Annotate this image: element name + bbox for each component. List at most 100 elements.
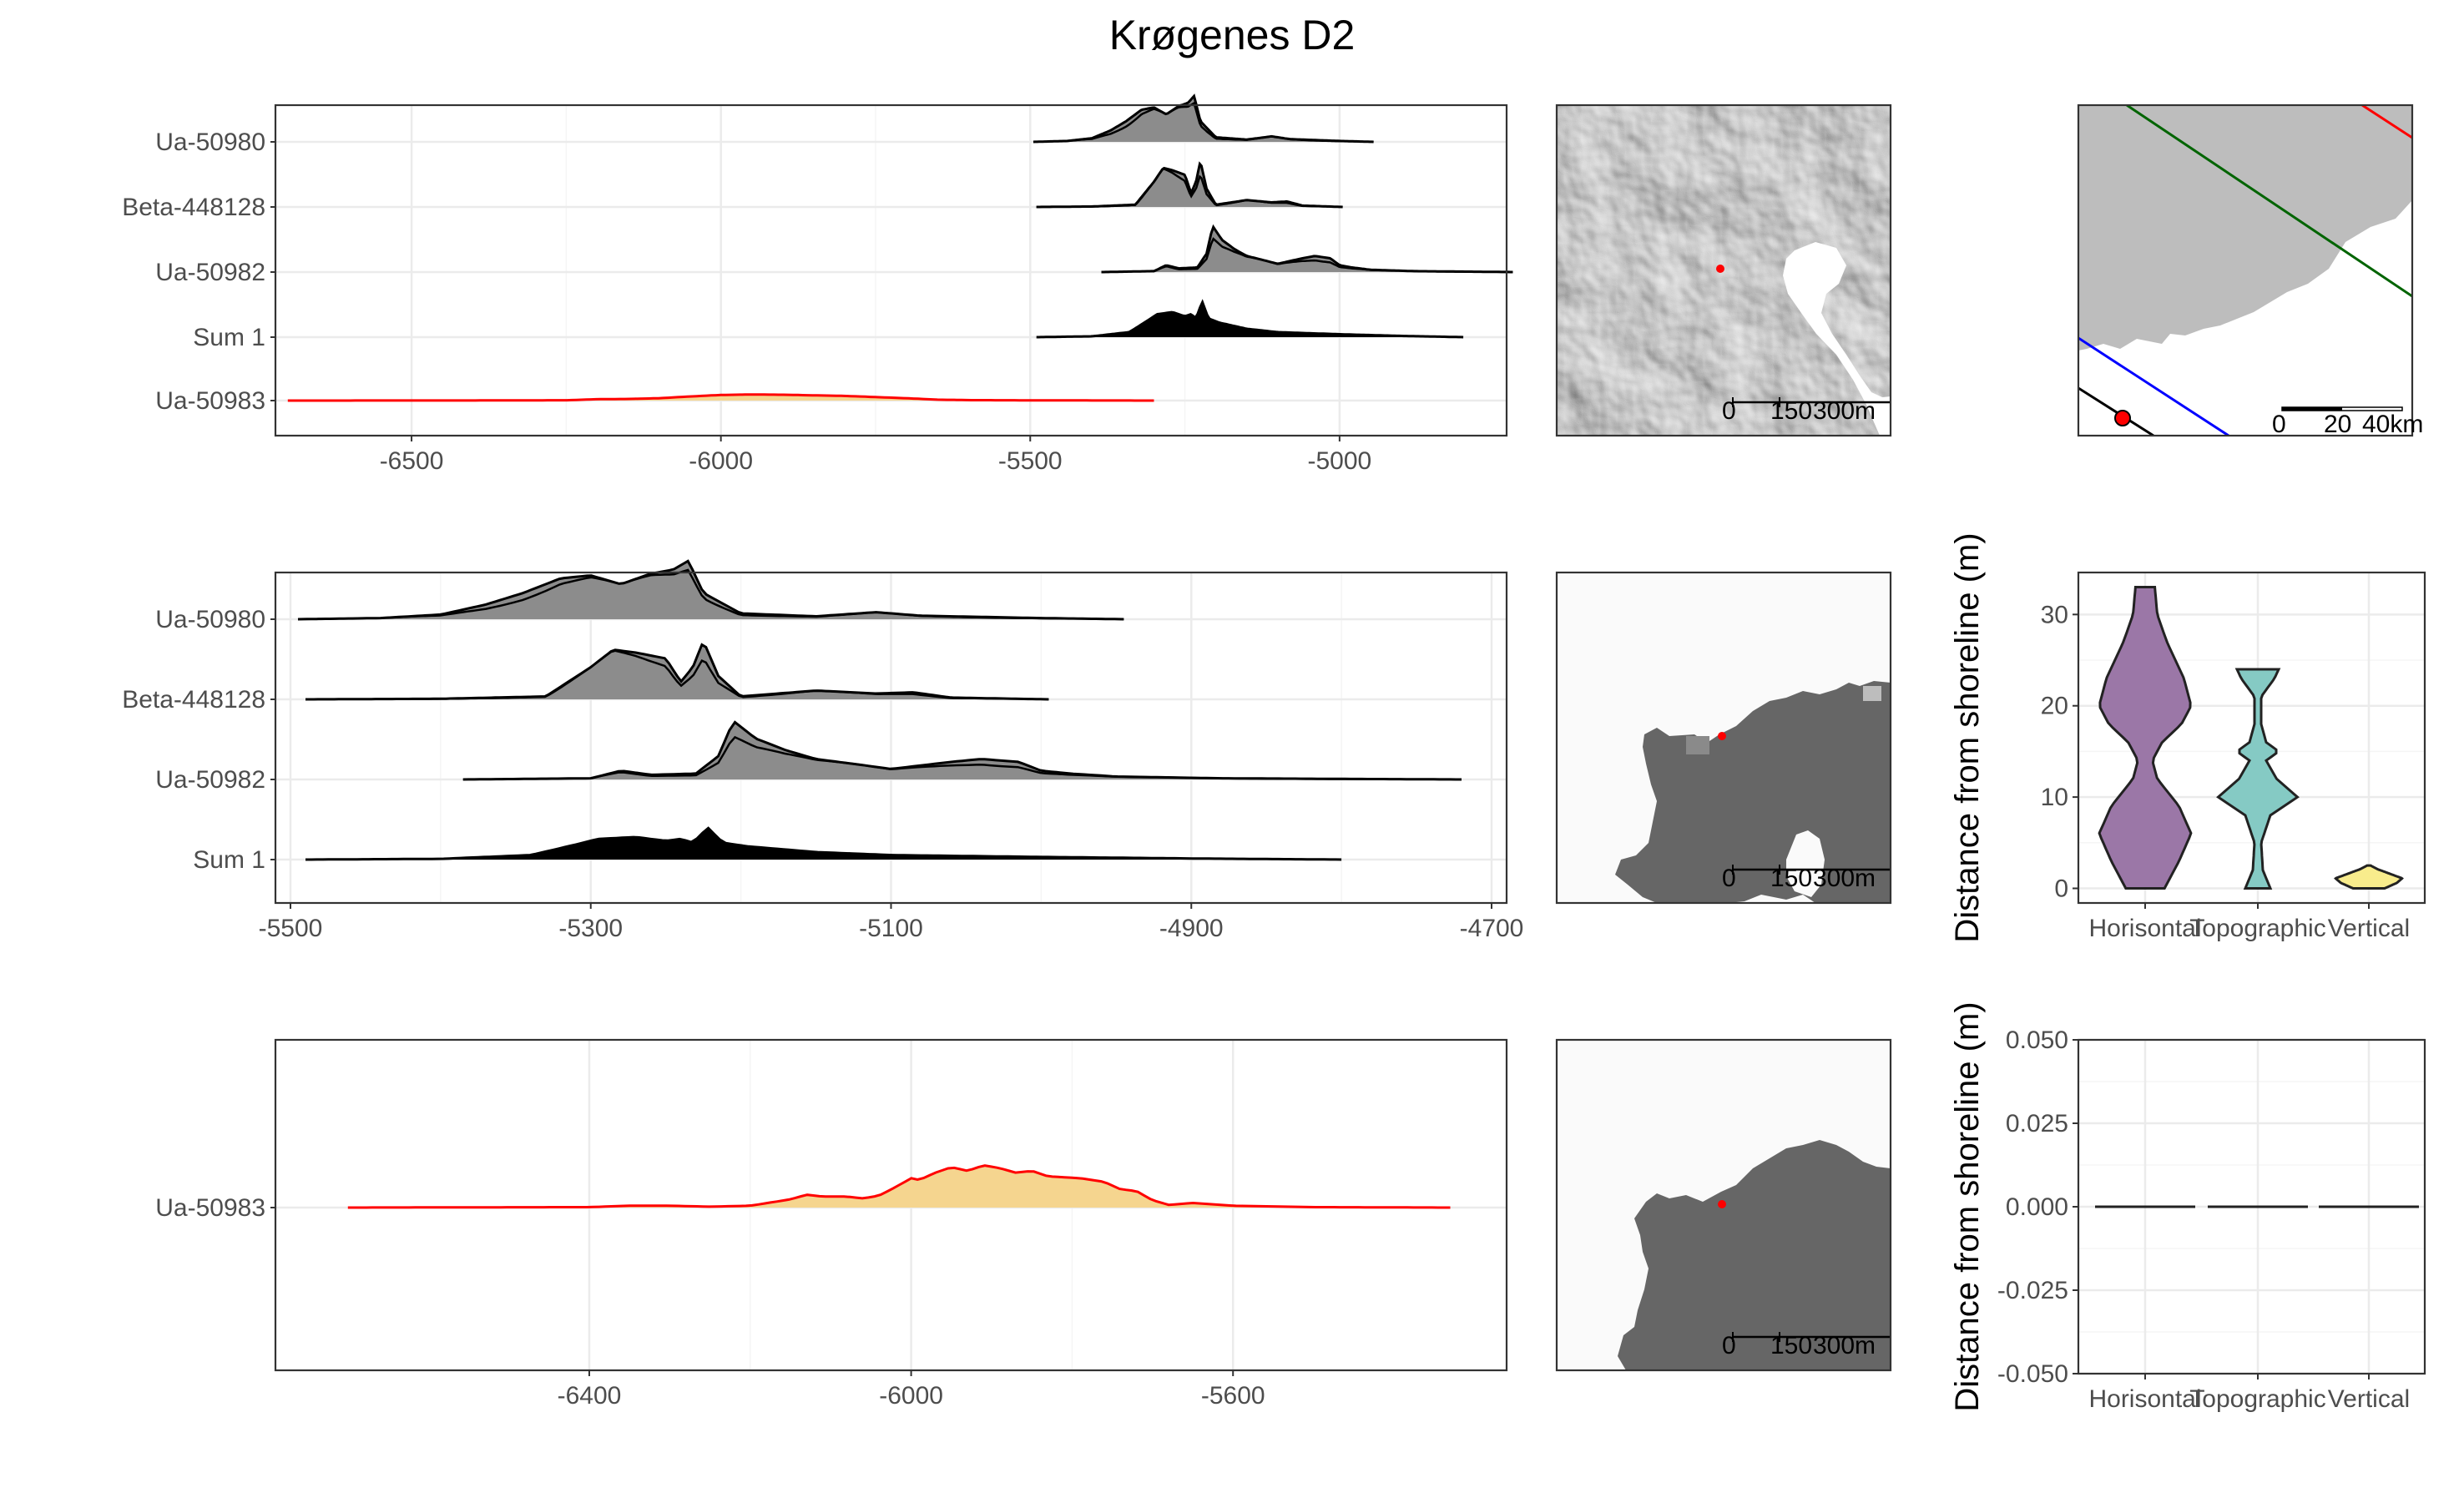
density-area-sum 1 — [305, 828, 1342, 860]
y-tick-label: Ua-50980 — [155, 129, 265, 156]
violin-horisontal — [2098, 586, 2193, 890]
map-sea-raster-1: 0 150 300m — [1555, 571, 1892, 905]
x-tick-label: -5500 — [998, 447, 1063, 475]
panel-border — [274, 1038, 1508, 1372]
scale-label-0: 0 — [1722, 865, 1736, 892]
scale-label-150: 150 — [1770, 865, 1812, 892]
scale-label-300m: 300m — [1813, 865, 1876, 892]
x-tick-label: Horisontal — [2088, 915, 2201, 942]
panel-dates-all: Ua-50980 Beta-448128 Ua-50982 Sum 1 Ua-50983… — [122, 93, 1513, 475]
density-line-ua-50983 — [287, 393, 1154, 402]
map-border — [1555, 103, 1892, 437]
x-tick-label: -4900 — [1159, 915, 1224, 942]
y-tick-label: Beta-448128 — [122, 686, 265, 714]
scale-label-40km: 40km — [2362, 411, 2423, 438]
y-tick-label: 0.000 — [2006, 1193, 2068, 1221]
y-tick-label: 0.050 — [2006, 1026, 2068, 1054]
site-marker-icon — [1716, 265, 1724, 273]
map-hillshade: 0 150 300m — [1555, 103, 1892, 437]
inlet — [1786, 830, 1825, 897]
x-tick-label: -5100 — [859, 915, 923, 942]
panel-dates-zoom: Ua-50980 Beta-448128 Ua-50982 Sum 1 -5500 -53… — [122, 559, 1524, 942]
land-polygon — [2078, 105, 2412, 351]
x-tick-label: Vertical — [2328, 915, 2410, 942]
y-tick-label: Sum 1 — [193, 324, 265, 351]
density-area-beta-448128 — [305, 644, 1049, 699]
density-line-sum 1 — [1036, 299, 1464, 339]
x-tick-label: Topographic — [2189, 1385, 2325, 1413]
sea-mask — [1783, 242, 1891, 436]
y-tick-label: Sum 1 — [193, 846, 265, 874]
panel-border — [274, 103, 1508, 437]
scale-bar: 0 150 300m — [1722, 865, 1890, 892]
panel-distance-empty: 0.050 0.025 0.000 -0.025 -0.050 HorisontalTop… — [1949, 1001, 2426, 1413]
density-area-ua-50983 — [287, 394, 1154, 401]
isobase-red — [2361, 105, 2412, 139]
violin-topographic — [2216, 668, 2300, 890]
y-axis-title: Distance from shoreline (m) — [1949, 532, 1986, 942]
figure-title: Krøgenes D2 — [1109, 12, 1356, 58]
y-tick-label: Ua-50982 — [155, 766, 265, 794]
isobase-blue — [2078, 336, 2229, 436]
y-axis-title: Distance from shoreline (m) — [1949, 1001, 1986, 1411]
scale-label-0: 0 — [2272, 411, 2286, 438]
x-tick-label: -6000 — [689, 447, 753, 475]
y-tick-label: Ua-50983 — [155, 1194, 265, 1222]
x-tick-label: Vertical — [2328, 1385, 2410, 1413]
x-tick-label: Topographic — [2189, 915, 2325, 942]
scale-label-0: 0 — [1722, 397, 1736, 425]
density-line-beta-448128 — [305, 643, 1049, 701]
density-line-sum 1 — [305, 826, 1342, 861]
density-line-ua-50980 — [297, 559, 1124, 621]
y-tick-label: Ua-50980 — [155, 606, 265, 633]
site-marker-icon — [1718, 732, 1726, 740]
y-tick-label: -0.050 — [1997, 1360, 2068, 1388]
density-line-beta-448128 — [1036, 161, 1343, 209]
x-tick-label: -5500 — [259, 915, 323, 942]
x-tick-label: -5600 — [1201, 1382, 1265, 1410]
y-tick-label: Ua-50982 — [155, 259, 265, 286]
panel-outlier-zoom: Ua-50983 -6400 -6000 -5600 — [155, 1038, 1508, 1410]
scale-bar: 0 20 40km — [2272, 406, 2423, 438]
scale-label-300m: 300m — [1813, 397, 1876, 425]
y-tick-label: 10 — [2041, 784, 2068, 811]
map-overview: 0 20 40km — [2077, 103, 2423, 438]
y-tick-label: Beta-448128 — [122, 194, 265, 221]
panel-border — [2077, 571, 2426, 905]
scale-label-20: 20 — [2324, 411, 2351, 438]
scale-label-150: 150 — [1770, 1332, 1812, 1359]
map-sea-raster-2: 0 150 300m — [1555, 1038, 1892, 1372]
x-tick-label: -5000 — [1308, 447, 1372, 475]
density-area-beta-448128 — [1036, 164, 1343, 207]
y-tick-label: 30 — [2041, 601, 2068, 628]
site-marker-icon — [2114, 410, 2131, 426]
x-tick-label: -6400 — [558, 1382, 622, 1410]
x-tick-label: -6000 — [879, 1382, 943, 1410]
y-tick-label: Ua-50983 — [155, 387, 265, 415]
density-line-ua-50980 — [1033, 93, 1374, 144]
density-area-ua-50983 — [347, 1165, 1451, 1208]
violin-vertical — [2334, 864, 2404, 890]
site-marker-icon — [1718, 1200, 1726, 1208]
scale-label-0: 0 — [1722, 1332, 1736, 1359]
density-area-sum 1 — [1036, 302, 1464, 337]
y-tick-label: 0 — [2054, 875, 2068, 902]
density-line-ua-50982 — [1101, 224, 1513, 274]
x-tick-label: Horisontal — [2088, 1385, 2201, 1413]
x-tick-label: -5300 — [558, 915, 623, 942]
isobase-black — [2078, 386, 2154, 436]
y-tick-label: -0.025 — [1997, 1277, 2068, 1304]
y-tick-label: 20 — [2041, 693, 2068, 720]
isobase-green — [2126, 105, 2412, 298]
density-line-ua-50983 — [347, 1164, 1451, 1209]
density-line-ua-50982 — [462, 720, 1462, 781]
scale-bar: 0 150 300m — [1722, 397, 1890, 425]
y-tick-label: 0.025 — [2006, 1110, 2068, 1137]
x-tick-label: -6500 — [380, 447, 444, 475]
land-raster — [1618, 1140, 1891, 1370]
scale-label-300m: 300m — [1813, 1332, 1876, 1359]
x-tick-label: -4700 — [1460, 915, 1524, 942]
scale-bar: 0 150 300m — [1722, 1332, 1890, 1359]
